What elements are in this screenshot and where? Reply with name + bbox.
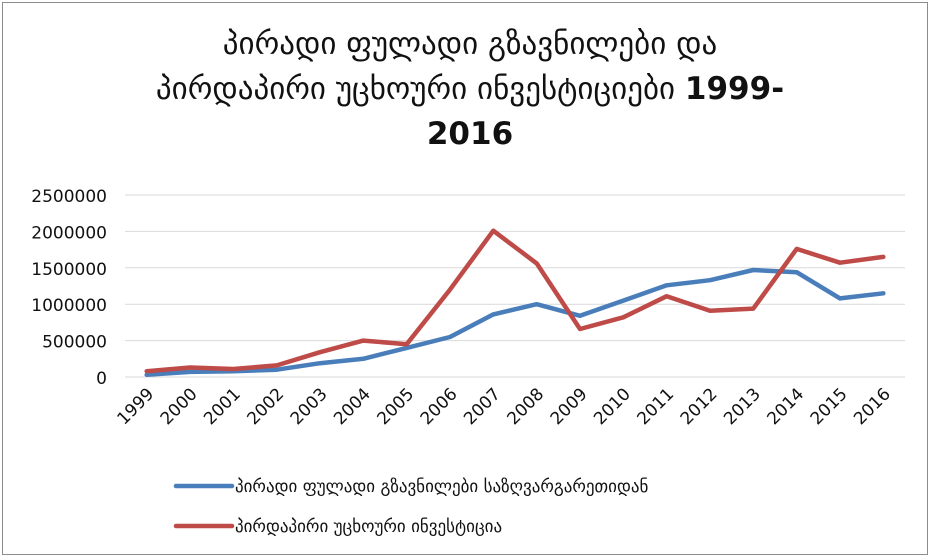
series-line-2	[144, 228, 886, 374]
legend-label-2: პირდაპირი უცხოური ინვესტიცია	[235, 517, 502, 537]
x-tick-label: 2009	[547, 384, 592, 429]
x-tick-label: 2001	[200, 384, 245, 429]
y-tick-label: 2000000	[31, 223, 107, 243]
x-tick-label: 2015	[807, 384, 852, 429]
legend-label-1: პირადი ფულადი გზავნილები საზღვარგარეთიდა…	[235, 477, 648, 497]
chart-title-line-2-text: პირდაპირი უცხოური ინვესტიციები	[155, 71, 676, 107]
x-tick-label: 2014	[763, 384, 808, 429]
x-tick-label: 2011	[633, 384, 678, 429]
chart-title-line-2: პირდაპირი უცხოური ინვესტიციები 1999-	[60, 67, 880, 112]
x-tick-label: 2016	[850, 384, 895, 429]
x-tick-label: 2000	[157, 384, 202, 429]
x-tick-label: 2012	[677, 384, 722, 429]
y-tick-label: 500000	[42, 333, 107, 353]
x-tick-label: 1999	[113, 384, 158, 429]
x-tick-label: 2007	[460, 384, 505, 429]
chart-title: პირადი ფულადი გზავნილები და პირდაპირი უც…	[60, 22, 880, 157]
x-tick-label: 2002	[243, 384, 288, 429]
x-tick-label: 2004	[330, 384, 375, 429]
y-tick-label: 1500000	[31, 260, 107, 280]
x-tick-label: 2008	[503, 384, 548, 429]
y-tick-label: 2500000	[31, 187, 107, 207]
x-tick-label: 2003	[287, 384, 332, 429]
series-line-1	[144, 267, 886, 378]
x-tick-label: 2006	[417, 384, 462, 429]
chart-title-years-start: 1999-	[684, 71, 785, 107]
x-tick-label: 2013	[720, 384, 765, 429]
y-tick-label: 0	[96, 369, 107, 389]
y-tick-label: 1000000	[31, 296, 107, 316]
chart-title-line-1: პირადი ფულადი გზავნილები და	[222, 26, 718, 62]
x-tick-label: 2005	[373, 384, 418, 429]
chart-title-years-end: 2016	[426, 116, 514, 152]
x-tick-label: 2010	[590, 384, 635, 429]
